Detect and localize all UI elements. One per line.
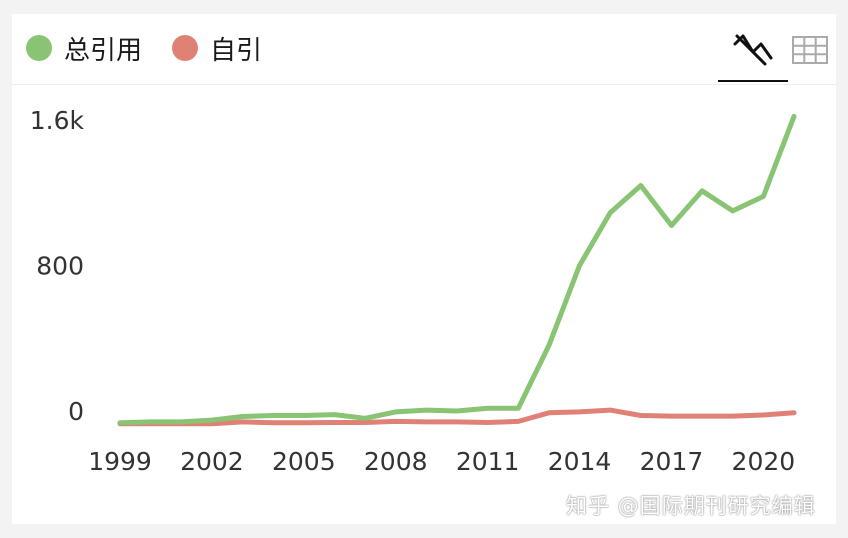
header-divider xyxy=(12,84,836,85)
x-tick-label: 1999 xyxy=(88,447,152,476)
x-axis-ticks: 1999 2002 2005 2008 2011 2014 2017 2020 xyxy=(88,447,795,476)
x-tick-label: 2005 xyxy=(272,447,336,476)
x-tick-label: 2008 xyxy=(364,447,428,476)
y-tick-label: 1.6k xyxy=(30,106,85,135)
legend-dot-self-citations xyxy=(172,35,199,61)
y-tick-label: 800 xyxy=(36,252,84,281)
legend-item-total-citations[interactable]: 总引用 xyxy=(26,30,142,67)
series-lines xyxy=(117,113,797,427)
legend-label-self-citations: 自引 xyxy=(210,35,263,66)
chart-legend: 总引用 自引 xyxy=(26,28,292,68)
tab-table-view[interactable] xyxy=(788,22,832,82)
x-tick-label: 2020 xyxy=(732,447,796,476)
x-tick-label: 2017 xyxy=(640,447,704,476)
legend-item-self-citations[interactable]: 自引 xyxy=(172,30,262,67)
view-toolbar xyxy=(712,22,832,86)
series-line-total-citations[interactable] xyxy=(117,113,797,426)
y-axis-ticks: 0 800 1.6k xyxy=(30,106,85,426)
line-chart-icon xyxy=(731,32,775,72)
y-tick-label: 0 xyxy=(68,397,84,426)
legend-dot-total-citations xyxy=(26,35,52,61)
x-tick-label: 2011 xyxy=(456,447,520,476)
series-line-self-citations[interactable] xyxy=(117,407,797,427)
tab-line-chart[interactable] xyxy=(718,22,788,82)
chart-card xyxy=(12,14,836,524)
watermark-text: 知乎 @国际期刊研究编辑 xyxy=(566,494,816,518)
x-tick-label: 2002 xyxy=(180,447,244,476)
legend-label-total-citations: 总引用 xyxy=(64,35,143,66)
table-icon xyxy=(791,35,829,69)
x-tick-label: 2014 xyxy=(548,447,612,476)
